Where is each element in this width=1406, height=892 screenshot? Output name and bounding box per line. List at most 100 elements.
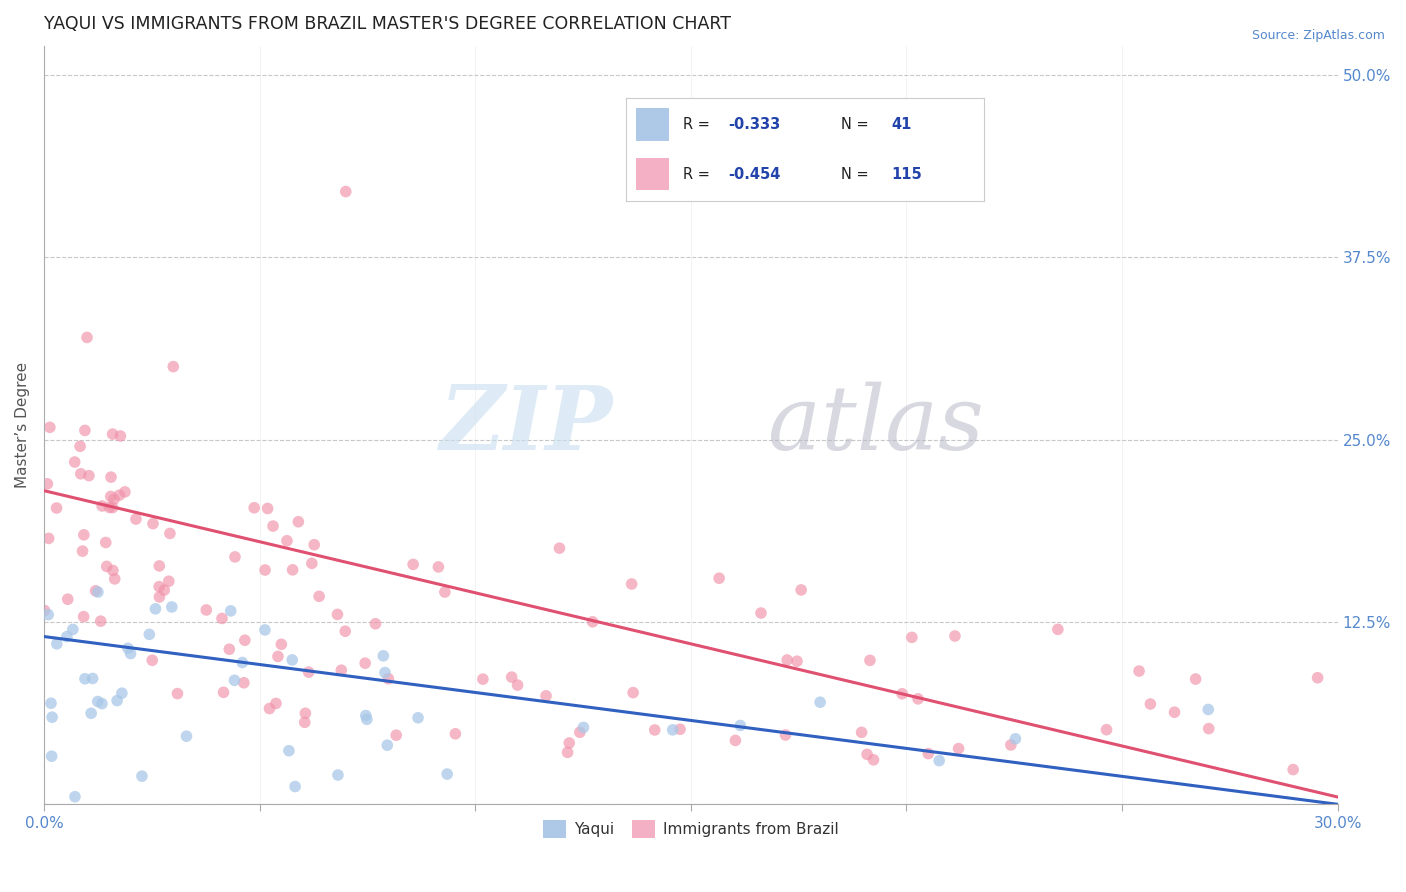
- Point: [790, 582, 813, 597]
- Point: [644, 723, 666, 737]
- Point: [69, 439, 91, 453]
- Point: [84, 583, 107, 598]
- Point: [862, 753, 884, 767]
- Point: [427, 560, 450, 574]
- Point: [301, 557, 323, 571]
- Point: [37, 607, 59, 622]
- Point: [808, 695, 831, 709]
- Point: [724, 733, 747, 747]
- Point: [557, 745, 579, 759]
- Point: [72, 544, 94, 558]
- Point: [96, 559, 118, 574]
- Point: [281, 563, 304, 577]
- Point: [148, 590, 170, 604]
- Point: [73, 424, 96, 438]
- Point: [233, 633, 256, 648]
- Point: [1282, 763, 1305, 777]
- Point: [63, 455, 86, 469]
- Point: [111, 686, 134, 700]
- Point: [243, 500, 266, 515]
- Point: [91, 499, 114, 513]
- Point: [94, 535, 117, 549]
- Text: 115: 115: [891, 167, 922, 182]
- Point: [786, 654, 808, 668]
- Point: [224, 673, 246, 688]
- Point: [73, 528, 96, 542]
- Point: [153, 583, 176, 598]
- Point: [160, 599, 183, 614]
- Point: [45, 637, 67, 651]
- Point: [101, 564, 124, 578]
- Point: [148, 580, 170, 594]
- Point: [506, 678, 529, 692]
- Point: [141, 653, 163, 667]
- Point: [1197, 702, 1219, 716]
- Point: [433, 585, 456, 599]
- Text: ZIP: ZIP: [440, 382, 613, 468]
- Point: [63, 789, 86, 804]
- Point: [354, 656, 377, 670]
- Point: [253, 623, 276, 637]
- Point: [534, 689, 557, 703]
- Point: [37, 476, 59, 491]
- Point: [917, 747, 939, 761]
- Point: [76, 330, 98, 344]
- Point: [284, 780, 307, 794]
- Point: [356, 712, 378, 726]
- Point: [56, 592, 79, 607]
- Point: [91, 697, 114, 711]
- Point: [471, 672, 494, 686]
- Point: [851, 725, 873, 739]
- Point: [730, 718, 752, 732]
- Point: [548, 541, 571, 556]
- Point: [276, 533, 298, 548]
- Point: [41, 749, 63, 764]
- Point: [620, 577, 643, 591]
- Point: [444, 727, 467, 741]
- Point: [1163, 705, 1185, 719]
- Point: [326, 607, 349, 622]
- Point: [45, 500, 67, 515]
- Point: [39, 696, 62, 710]
- Point: [377, 672, 399, 686]
- Text: N =: N =: [841, 167, 873, 182]
- Point: [1139, 697, 1161, 711]
- Text: N =: N =: [841, 117, 873, 132]
- Point: [661, 723, 683, 737]
- Point: [749, 606, 772, 620]
- Point: [776, 653, 799, 667]
- Point: [1000, 738, 1022, 752]
- Point: [891, 687, 914, 701]
- Point: [385, 728, 408, 742]
- Point: [948, 741, 970, 756]
- Point: [41, 710, 63, 724]
- Point: [907, 691, 929, 706]
- Point: [211, 611, 233, 625]
- Point: [406, 711, 429, 725]
- Point: [157, 574, 180, 589]
- Point: [707, 571, 730, 585]
- Point: [131, 769, 153, 783]
- Point: [364, 616, 387, 631]
- Point: [354, 708, 377, 723]
- Text: R =: R =: [683, 167, 714, 182]
- Point: [148, 558, 170, 573]
- Point: [1095, 723, 1118, 737]
- Text: atlas: atlas: [769, 382, 984, 468]
- Text: Source: ZipAtlas.com: Source: ZipAtlas.com: [1251, 29, 1385, 42]
- Point: [104, 572, 127, 586]
- Point: [87, 585, 110, 599]
- Text: -0.454: -0.454: [728, 167, 780, 182]
- Point: [114, 484, 136, 499]
- Point: [110, 429, 132, 443]
- Point: [138, 627, 160, 641]
- Point: [436, 767, 458, 781]
- Point: [859, 653, 882, 667]
- Point: [335, 185, 357, 199]
- Point: [262, 519, 284, 533]
- Point: [87, 694, 110, 708]
- Point: [120, 647, 142, 661]
- Point: [176, 729, 198, 743]
- FancyBboxPatch shape: [637, 109, 669, 141]
- Point: [34, 603, 56, 617]
